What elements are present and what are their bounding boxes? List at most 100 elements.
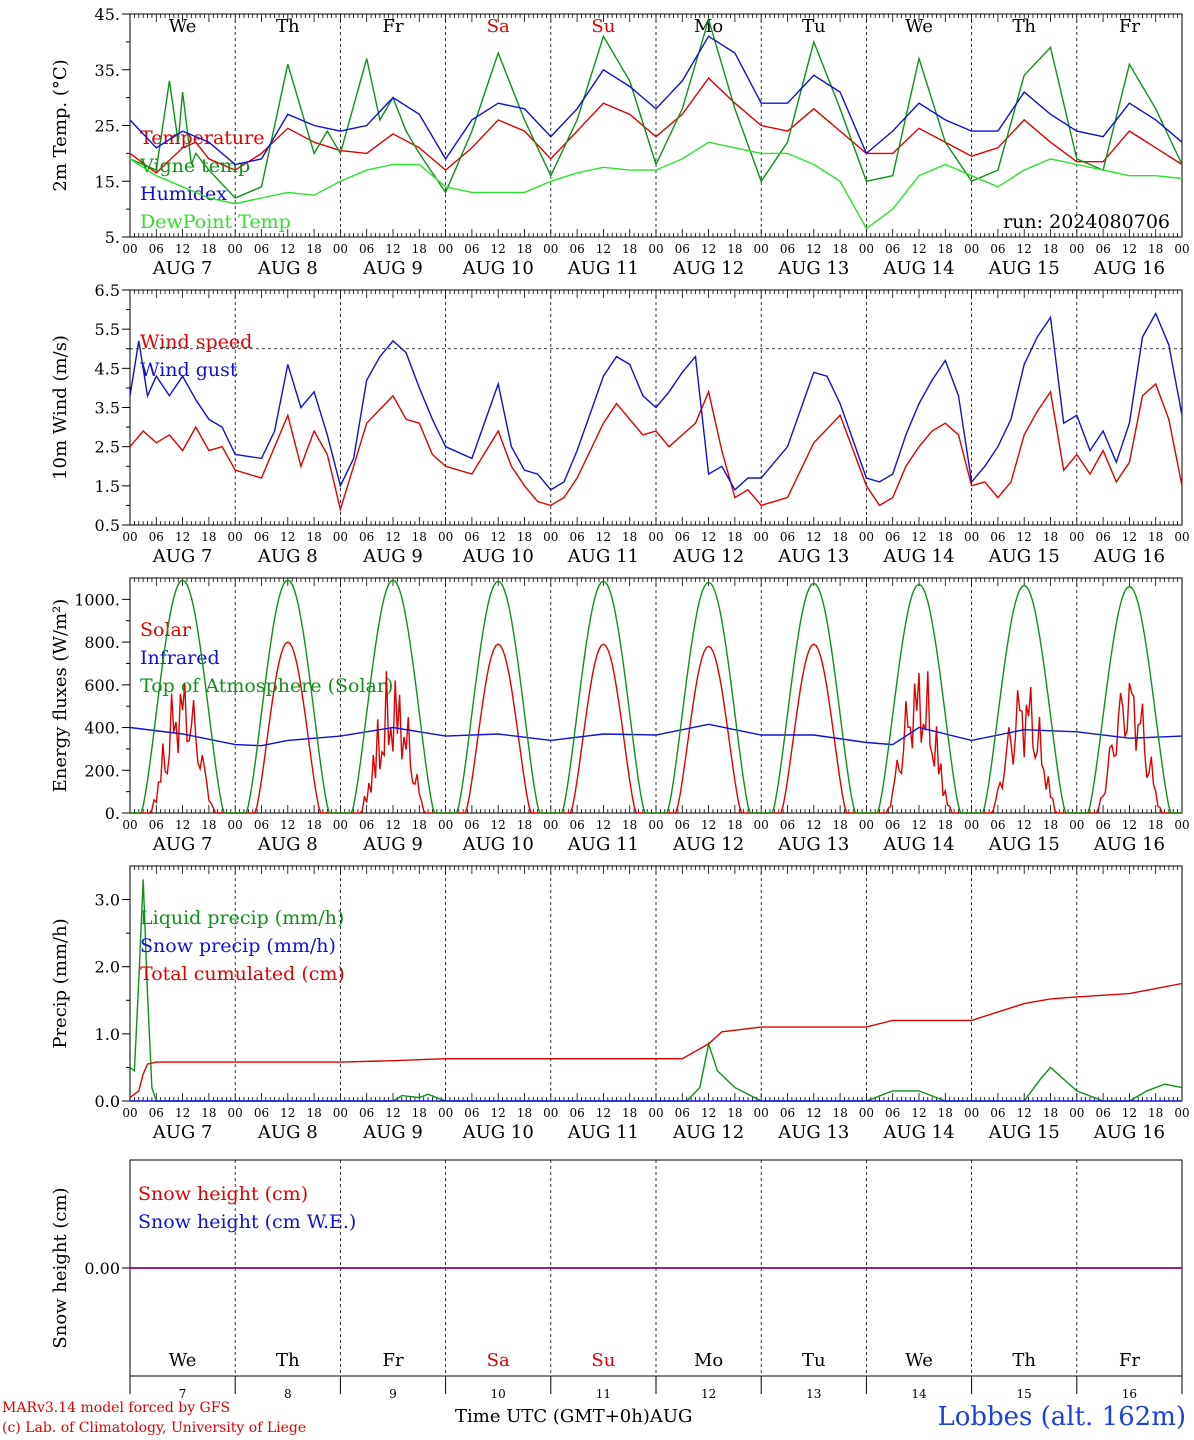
series-line-vigne-temp xyxy=(129,17,1183,199)
hour-tick-label: 00 xyxy=(859,818,874,832)
date-label: AUG 14 xyxy=(882,258,954,279)
hour-tick-label: 00 xyxy=(333,1106,348,1120)
hour-tick-label: 18 xyxy=(412,1106,427,1120)
day-number: 14 xyxy=(911,1387,927,1401)
weekday-label: We xyxy=(905,1350,933,1371)
y-tick-label: 200. xyxy=(84,761,120,780)
date-label: AUG 16 xyxy=(1093,546,1165,567)
y-tick-label: 0.5 xyxy=(95,516,120,535)
y-tick-label: 5. xyxy=(105,228,120,247)
hour-tick-label: 06 xyxy=(359,1106,374,1120)
legend-entry: Total cumulated (cm) xyxy=(140,963,345,985)
hour-tick-label: 06 xyxy=(149,530,164,544)
hour-tick-label: 06 xyxy=(149,242,164,256)
legend-entry: Wind gust xyxy=(140,359,238,381)
y-axis-label: Snow height (cm) xyxy=(50,1187,71,1348)
y-tick-label: 2.5 xyxy=(95,438,120,457)
hour-tick-label: 18 xyxy=(622,818,637,832)
hour-tick-label: 12 xyxy=(806,1106,821,1120)
hour-tick-label: 12 xyxy=(596,242,611,256)
hour-tick-label: 06 xyxy=(464,818,479,832)
y-tick-label: 600. xyxy=(84,676,120,695)
weekday-label: Th xyxy=(1012,16,1036,37)
hour-tick-label: 18 xyxy=(727,242,742,256)
hour-tick-label: 12 xyxy=(1122,818,1137,832)
hour-tick-label: 00 xyxy=(1174,530,1189,544)
hour-tick-label: 12 xyxy=(806,818,821,832)
hour-tick-label: 12 xyxy=(806,530,821,544)
date-label: AUG 9 xyxy=(362,258,423,279)
hour-tick-label: 18 xyxy=(1148,1106,1163,1120)
hour-tick-label: 18 xyxy=(1148,530,1163,544)
hour-tick-label: 00 xyxy=(648,530,663,544)
hour-tick-label: 12 xyxy=(491,1106,506,1120)
hour-tick-label: 12 xyxy=(385,530,400,544)
date-label: AUG 15 xyxy=(988,546,1060,567)
station-label: Lobbes (alt. 162m) xyxy=(937,1402,1186,1432)
hour-tick-label: 00 xyxy=(438,530,453,544)
legend-entry: DewPoint Temp xyxy=(140,211,291,233)
date-label: AUG 14 xyxy=(882,546,954,567)
date-label: AUG 8 xyxy=(257,1122,318,1143)
date-label: AUG 15 xyxy=(988,834,1060,855)
hour-tick-label: 18 xyxy=(201,1106,216,1120)
hour-tick-label: 00 xyxy=(964,242,979,256)
legend-entry: Snow precip (mm/h) xyxy=(140,935,336,957)
date-label: AUG 12 xyxy=(672,1122,744,1143)
date-label: AUG 11 xyxy=(567,1122,639,1143)
hour-tick-label: 00 xyxy=(438,818,453,832)
y-axis-label: Precip (mm/h) xyxy=(50,918,71,1048)
legend-entry: Solar xyxy=(140,619,192,641)
y-tick-label: 0. xyxy=(105,804,120,823)
hour-tick-label: 18 xyxy=(412,242,427,256)
date-label: AUG 10 xyxy=(462,258,534,279)
y-tick-label: 4.5 xyxy=(95,359,120,378)
hour-tick-label: 00 xyxy=(648,1106,663,1120)
hour-tick-label: 06 xyxy=(990,530,1005,544)
day-number: 8 xyxy=(284,1387,292,1401)
hour-tick-label: 12 xyxy=(596,818,611,832)
day-number: 11 xyxy=(596,1387,611,1401)
hour-tick-label: 18 xyxy=(938,242,953,256)
weekday-label: We xyxy=(169,16,197,37)
hour-tick-label: 00 xyxy=(859,1106,874,1120)
hour-tick-label: 12 xyxy=(175,530,190,544)
hour-tick-label: 06 xyxy=(675,242,690,256)
date-label: AUG 7 xyxy=(152,1122,213,1143)
y-tick-label: 1.0 xyxy=(95,1025,120,1044)
hour-tick-label: 00 xyxy=(438,1106,453,1120)
date-label: AUG 12 xyxy=(672,546,744,567)
hour-tick-label: 12 xyxy=(701,818,716,832)
hour-tick-label: 12 xyxy=(596,1106,611,1120)
hour-tick-label: 06 xyxy=(254,530,269,544)
day-number: 10 xyxy=(491,1387,506,1401)
hour-tick-label: 06 xyxy=(569,530,584,544)
weekday-label: Mo xyxy=(694,1350,723,1371)
weekday-label: Sa xyxy=(487,16,510,37)
date-label: AUG 7 xyxy=(152,546,213,567)
date-label: AUG 11 xyxy=(567,834,639,855)
y-axis-label: 10m Wind (m/s) xyxy=(50,335,71,480)
hour-tick-label: 18 xyxy=(306,818,321,832)
hour-tick-label: 00 xyxy=(333,818,348,832)
legend-entry: Wind speed xyxy=(140,331,252,353)
date-label: AUG 11 xyxy=(567,546,639,567)
y-axis-label: 2m Temp. (°C) xyxy=(50,59,71,191)
lab-credit: (c) Lab. of Climatology, University of L… xyxy=(2,1420,307,1436)
xaxis-title-text: Time UTC (GMT+0h) xyxy=(455,1406,650,1427)
hour-tick-label: 06 xyxy=(464,1106,479,1120)
hour-tick-label: 18 xyxy=(938,530,953,544)
y-tick-label: 3.5 xyxy=(95,399,120,418)
hour-tick-label: 12 xyxy=(175,242,190,256)
hour-tick-label: 00 xyxy=(228,1106,243,1120)
series-line-humidex xyxy=(129,35,1183,166)
y-axis-label: Energy fluxes (W/m²) xyxy=(50,599,71,793)
panel-frame xyxy=(129,13,1183,238)
legend-entry: Vigne temp xyxy=(139,155,250,177)
hour-tick-label: 12 xyxy=(806,242,821,256)
hour-tick-label: 00 xyxy=(1174,1106,1189,1120)
hour-tick-label: 00 xyxy=(1069,818,1084,832)
date-label: AUG 11 xyxy=(567,258,639,279)
hour-tick-label: 12 xyxy=(491,530,506,544)
hour-tick-label: 18 xyxy=(832,242,847,256)
